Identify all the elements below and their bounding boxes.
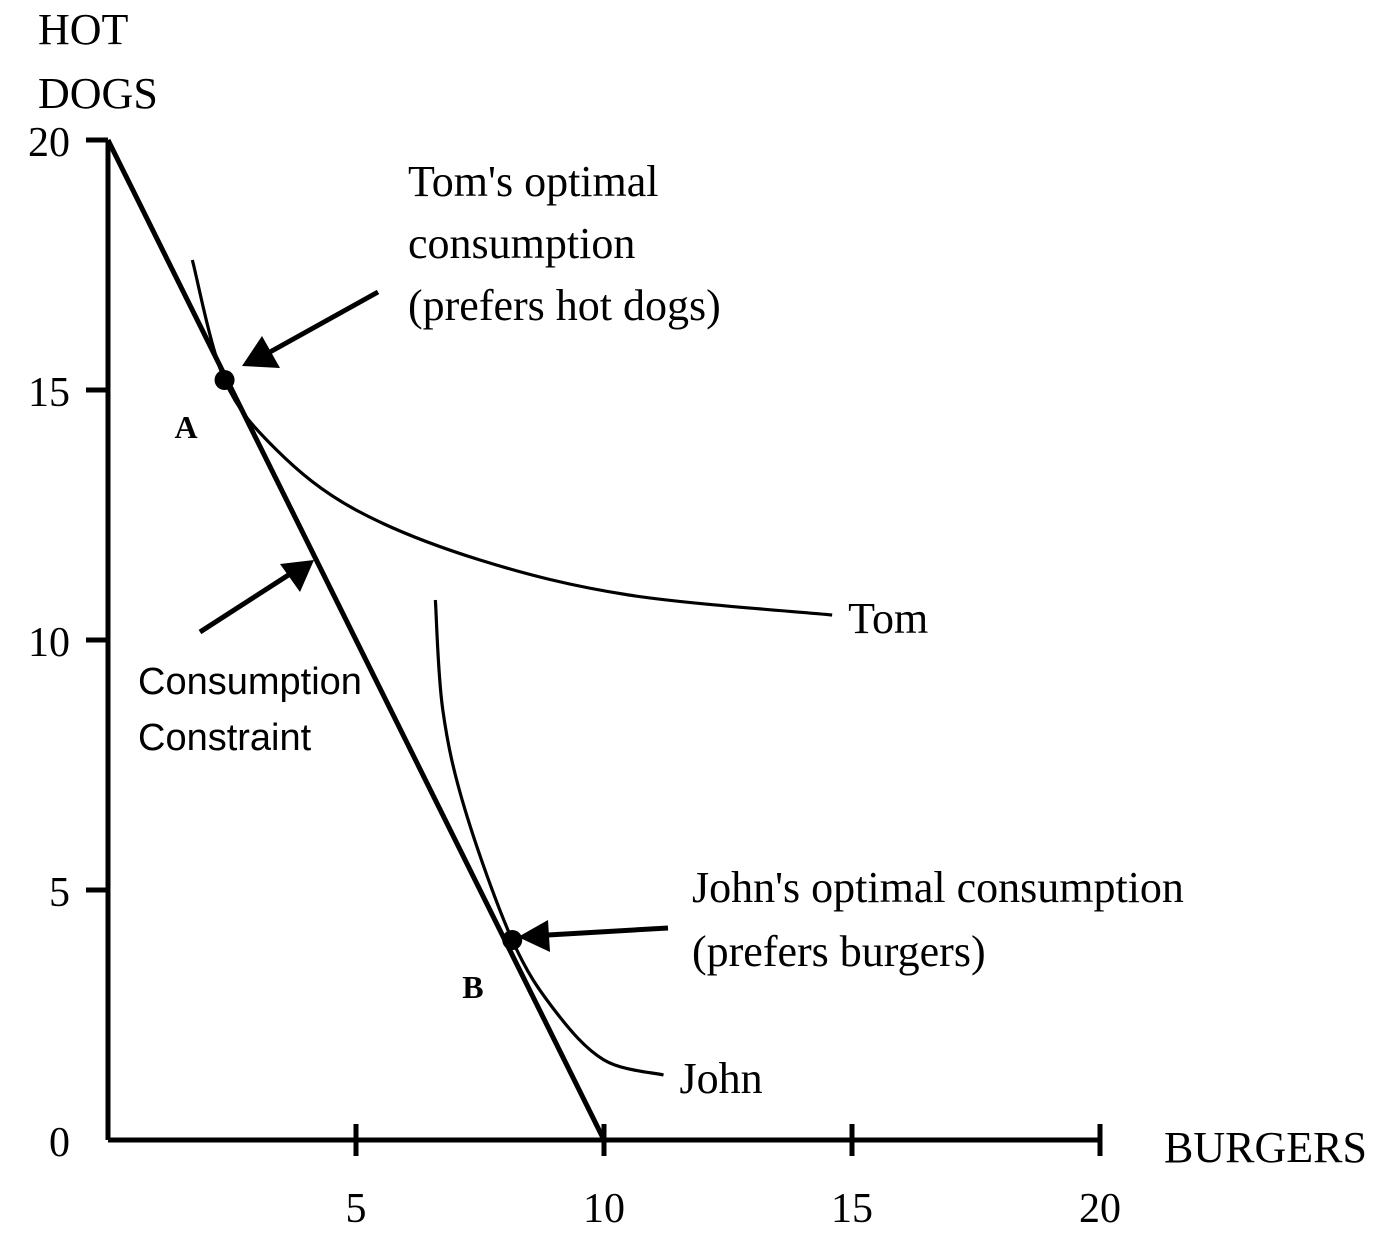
constraint-label-line1: Consumption [138, 661, 362, 703]
john-optimal-line2: (prefers burgers) [692, 927, 986, 976]
john-indifference-curve [433, 599, 664, 1077]
y-tick-label: 0 [49, 1120, 70, 1166]
point-b-label: B [462, 969, 483, 1005]
x-tick-label: 10 [583, 1186, 625, 1232]
points-layer: AB [175, 370, 523, 1005]
tom-optimal-line3: (prefers hot dogs) [408, 281, 721, 330]
x-tick-label: 20 [1079, 1186, 1121, 1232]
budget-line [105, 138, 607, 1142]
y-axis-label-line2: DOGS [38, 69, 158, 118]
x-tick-label: 5 [346, 1186, 367, 1232]
point-b [502, 930, 523, 950]
tom-optimal-line2: consumption [408, 219, 635, 268]
john-arrow [518, 920, 669, 952]
x-axis-label: BURGERS [1164, 1123, 1367, 1172]
y-tick-label: 10 [28, 620, 70, 666]
y-tick-label: 15 [28, 370, 70, 416]
point-a [214, 370, 235, 390]
tom-optimal-line1: Tom's optimal [408, 157, 659, 206]
y-tick-label: 5 [49, 870, 70, 916]
x-tick-label: 15 [831, 1186, 873, 1232]
point-a-label: A [175, 409, 198, 445]
constraint-arrow [198, 560, 314, 635]
series-layer: Tom John [105, 138, 928, 1142]
john-optimal-line1: John's optimal consumption [692, 863, 1184, 912]
y-tick-label: 20 [28, 120, 70, 166]
john-curve-label: John [680, 1054, 763, 1103]
tom-arrow [242, 289, 380, 368]
tom-curve-label: Tom [848, 594, 928, 643]
y-axis-label-line1: HOT [38, 5, 129, 54]
constraint-label-line2: Constraint [138, 717, 312, 759]
